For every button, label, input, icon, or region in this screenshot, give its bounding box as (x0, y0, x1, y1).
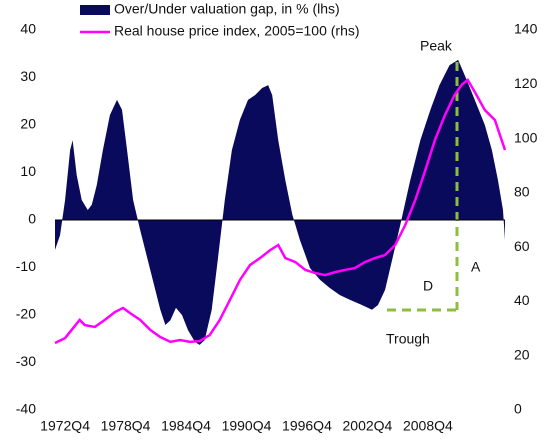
y2-tick-label: 80 (514, 184, 530, 200)
y2-tick-label: 20 (514, 346, 530, 362)
x-tick-label: 1978Q4 (101, 418, 151, 434)
x-tick-label: 2008Q4 (403, 418, 453, 434)
x-tick-label: 1984Q4 (161, 418, 211, 434)
y2-tick-label: 40 (514, 292, 530, 308)
annotation: A (471, 259, 481, 275)
y2-tick-label: 100 (514, 129, 538, 145)
x-tick-label: 1990Q4 (222, 418, 272, 434)
x-tick-label: 1996Q4 (282, 418, 332, 434)
annotation: Trough (386, 331, 430, 347)
y2-tick-label: 120 (514, 75, 538, 91)
y-tick-label: -20 (16, 306, 36, 322)
y-tick-label: -40 (16, 401, 36, 417)
annotation: Peak (420, 38, 453, 54)
guide-dashes (387, 62, 459, 312)
legend-swatch (80, 5, 110, 15)
annotation: D (423, 278, 433, 294)
y2-tick-label: 140 (514, 21, 538, 37)
y2-tick-label: 60 (514, 238, 530, 254)
line (54, 78, 507, 345)
legend-label: Real house price index, 2005=100 (rhs) (114, 23, 360, 39)
y-tick-label: -30 (16, 353, 36, 369)
y-tick-label: 10 (20, 163, 36, 179)
y-tick-label: 30 (20, 68, 36, 84)
y-tick-label: 0 (28, 211, 36, 227)
y-tick-label: 20 (20, 116, 36, 132)
y-tick-label: -10 (16, 258, 36, 274)
area (55, 59, 505, 345)
x-tick-label: 1972Q4 (40, 418, 90, 434)
x-tick-label: 2002Q4 (343, 418, 393, 434)
y-tick-label: 40 (20, 21, 36, 37)
legend-label: Over/Under valuation gap, in % (lhs) (114, 1, 340, 17)
y2-tick-label: 0 (514, 401, 522, 417)
